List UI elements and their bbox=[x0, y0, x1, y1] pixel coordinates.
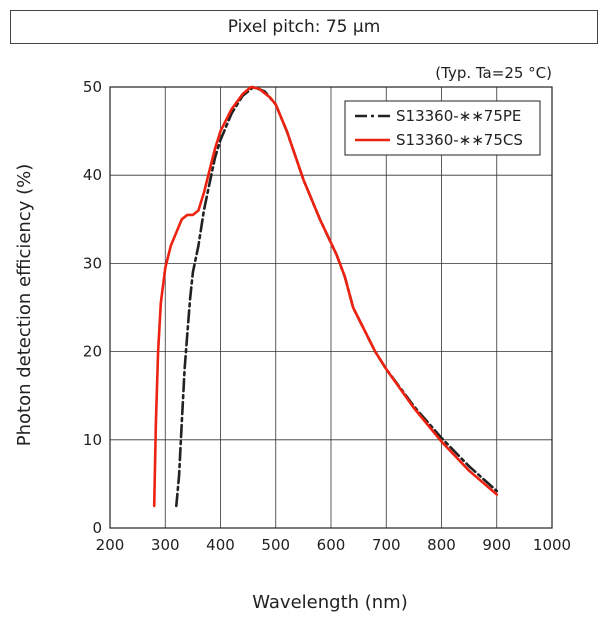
x-tick-label: 800 bbox=[427, 536, 456, 554]
legend: S13360-∗∗75PE S13360-∗∗75CS bbox=[344, 100, 541, 156]
x-tick-label: 900 bbox=[482, 536, 511, 554]
tick-labels: 200 300 400 500 600 700 800 900 1000 0 10 20 30 40 50 bbox=[83, 78, 571, 554]
legend-label-pe: S13360-∗∗75PE bbox=[396, 107, 521, 125]
legend-label-cs: S13360-∗∗75CS bbox=[396, 131, 523, 149]
x-tick-label: 600 bbox=[317, 536, 346, 554]
chart-title: Pixel pitch: 75 μm bbox=[10, 10, 598, 44]
y-tick-label: 50 bbox=[83, 78, 102, 96]
grid-layer bbox=[110, 87, 552, 528]
x-tick-label: 1000 bbox=[533, 536, 571, 554]
x-tick-label: 300 bbox=[151, 536, 180, 554]
legend-box bbox=[344, 100, 541, 156]
x-tick-label: 200 bbox=[96, 536, 125, 554]
x-tick-label: 400 bbox=[206, 536, 235, 554]
y-tick-label: 30 bbox=[83, 254, 102, 272]
series-layer bbox=[152, 85, 499, 508]
y-tick-label: 40 bbox=[83, 166, 102, 184]
y-tick-label: 20 bbox=[83, 343, 102, 361]
x-axis-label: Wavelength (nm) bbox=[252, 592, 408, 613]
plot-frame bbox=[109, 86, 553, 529]
series-line-cs bbox=[152, 85, 499, 508]
x-tick-label: 500 bbox=[261, 536, 290, 554]
y-tick-label: 10 bbox=[83, 431, 102, 449]
y-axis-label: Photon detection efficiency (%) bbox=[14, 164, 35, 446]
y-tick-label: 0 bbox=[92, 519, 102, 537]
conditions-note: (Typ. Ta=25 °C) bbox=[435, 64, 552, 82]
x-tick-label: 700 bbox=[372, 536, 401, 554]
